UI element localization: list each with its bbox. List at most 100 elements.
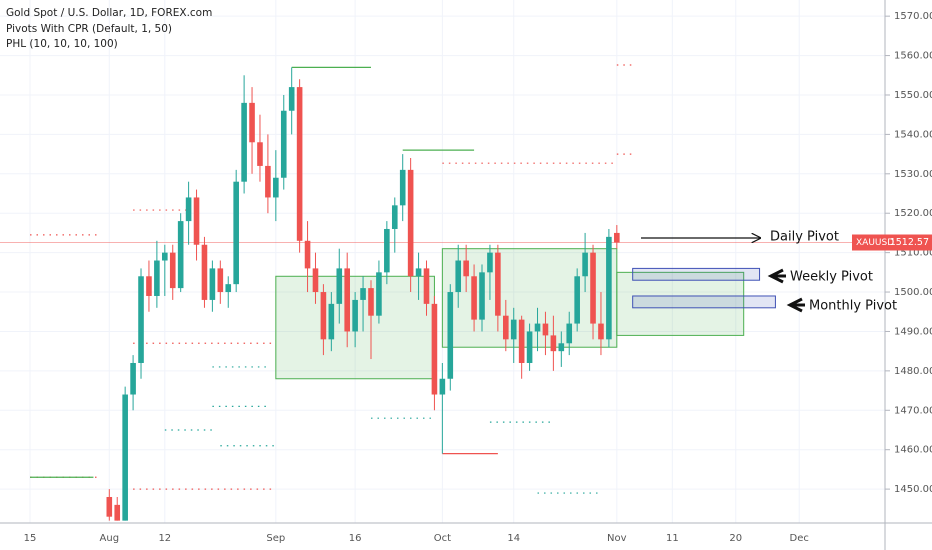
candle-body <box>201 244 208 300</box>
y-tick-label: 1550.00 <box>894 90 932 101</box>
candle-body <box>384 228 390 273</box>
candle-body <box>391 205 398 229</box>
candle-body <box>399 169 406 206</box>
candle-body <box>328 303 335 340</box>
candle-body <box>312 268 319 293</box>
candle-body <box>582 252 588 277</box>
candle-body <box>503 315 509 340</box>
candle-body <box>217 268 224 293</box>
candles <box>106 67 620 521</box>
pivot-zone <box>616 271 745 336</box>
x-tick-label: 16 <box>349 533 362 544</box>
y-tick-label: 1560.00 <box>894 51 932 62</box>
candle-body <box>614 232 620 243</box>
candle-body <box>510 319 517 340</box>
candle-body <box>495 252 501 316</box>
x-tick-label: Nov <box>607 533 627 544</box>
y-tick-label: 1530.00 <box>894 169 932 180</box>
y-tick-label: 1480.00 <box>894 366 932 377</box>
candle-body <box>288 87 295 111</box>
candle-body <box>114 504 121 521</box>
candle-body <box>518 319 525 363</box>
candle-body <box>296 87 303 241</box>
y-tick-label: 1500.00 <box>894 287 932 298</box>
y-tick-label: 1490.00 <box>894 326 932 337</box>
annotation-arrow <box>767 268 786 284</box>
candle-body <box>304 240 311 269</box>
price-tag-value: 1512.57 <box>890 237 929 248</box>
y-tick-label: 1540.00 <box>894 129 932 140</box>
price-tag-box <box>852 234 932 251</box>
candle-body <box>265 165 271 198</box>
candle-body <box>455 260 462 293</box>
grid <box>0 0 885 523</box>
candle-body <box>463 260 469 277</box>
candle-body <box>185 197 192 222</box>
candle-body <box>479 272 485 320</box>
x-tick-label: Aug <box>100 533 120 544</box>
y-tick-label: 1520.00 <box>894 208 932 219</box>
candle-body <box>550 335 557 352</box>
x-tick-label: 20 <box>729 533 742 544</box>
candle-body <box>177 221 184 289</box>
x-tick-label: Dec <box>790 533 809 544</box>
x-tick-label: 12 <box>158 533 171 544</box>
indicator-label: PHL (10, 10, 10, 100) <box>6 38 118 50</box>
candle-body <box>344 268 350 332</box>
candle-body <box>423 268 430 304</box>
candle-body <box>431 303 438 395</box>
y-tick-label: 1450.00 <box>894 484 932 495</box>
candle-body <box>225 284 232 293</box>
x-tick-label: 14 <box>507 533 520 544</box>
candle-body <box>606 236 612 340</box>
candle-body <box>471 276 477 320</box>
candle-body <box>106 496 113 517</box>
candle-body <box>526 331 533 363</box>
candle-body <box>415 268 422 277</box>
pivot-zone <box>632 295 776 309</box>
candle-body <box>558 343 565 352</box>
x-tick-label: Sep <box>266 533 285 544</box>
pivot-zone <box>632 267 761 281</box>
candle-body <box>154 260 160 296</box>
candle-body <box>574 276 580 324</box>
x-tick-label: 15 <box>24 533 37 544</box>
y-tick-label: 1460.00 <box>894 445 932 456</box>
candle-body <box>320 292 327 340</box>
candle-body <box>138 276 144 363</box>
candle-body <box>241 102 247 182</box>
annotation-arrow <box>786 297 805 313</box>
y-tick-label: 1570.00 <box>894 11 932 22</box>
candle-body <box>162 252 168 261</box>
candle-body <box>447 292 454 379</box>
candle-body <box>193 197 200 245</box>
candle-body <box>368 288 374 316</box>
candle-body <box>439 378 446 395</box>
candle-body <box>249 102 255 143</box>
candle-body <box>590 252 596 324</box>
candle-body <box>360 288 366 300</box>
price-tag-symbol: XAUUSD <box>856 238 894 248</box>
candle-body <box>257 142 263 166</box>
x-tick-label: Oct <box>434 533 451 544</box>
axes: 1450.00 1460.00 1470.00 1480.00 1490.00 1500.… <box>24 11 932 544</box>
y-tick-label: 1470.00 <box>894 405 932 416</box>
candle-body <box>376 272 382 316</box>
indicator-label: Pivots With CPR (Default, 1, 50) <box>6 23 172 35</box>
candle-body <box>598 323 604 340</box>
candle-body <box>566 323 573 344</box>
annotation: Weekly Pivot <box>790 270 873 285</box>
x-tick-label: 11 <box>666 533 679 544</box>
candle-body <box>169 252 176 289</box>
chart-title: Gold Spot / U.S. Dollar, 1D, FOREX.com <box>6 7 212 19</box>
candle-body <box>487 252 493 273</box>
y-tick-label: 1510.00 <box>894 248 932 259</box>
candle-body <box>534 323 541 332</box>
annotation: Daily Pivot <box>770 230 839 245</box>
candle-body <box>280 110 287 178</box>
candle-body <box>233 181 239 285</box>
candle-body <box>130 362 136 395</box>
annotation: Monthly Pivot <box>809 299 897 314</box>
candle-body <box>209 268 216 300</box>
